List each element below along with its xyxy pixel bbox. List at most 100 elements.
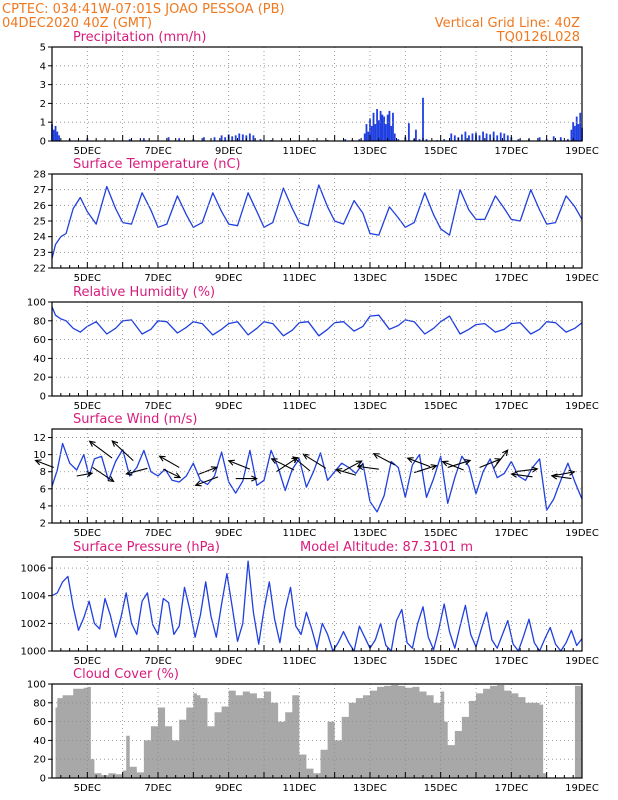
x-tick-label: 19DEC <box>565 528 599 539</box>
wind-vector <box>76 471 94 478</box>
wind-title: Surface Wind (m/s) <box>73 412 197 427</box>
y-tick-label: 40 <box>33 736 46 747</box>
panel-temperature: Surface Temperature (nC) 22 23 24 25 26 27 28 5D… <box>33 157 599 284</box>
precip-bar <box>58 135 60 141</box>
x-tick-label: 5DEC <box>74 146 101 157</box>
precip-bar <box>358 139 361 141</box>
precip-bar <box>142 138 145 141</box>
precip-bar <box>538 137 541 141</box>
precip-bar <box>224 137 227 141</box>
y-tick-label: 3 <box>40 80 46 91</box>
pressure-line <box>51 560 583 652</box>
precip-bar <box>128 139 131 141</box>
precip-bar <box>392 112 394 141</box>
x-tick-label: 13DEC <box>353 528 387 539</box>
precip-bar <box>566 139 569 141</box>
precip-bar <box>377 120 380 141</box>
precip-bar <box>485 133 488 141</box>
x-tick-label: 5DEC <box>74 656 101 667</box>
wind-vector <box>406 457 431 468</box>
header-model: TQ0126L028 <box>496 30 580 45</box>
x-tick-label: 7DEC <box>144 528 171 539</box>
y-tick-label: 1002 <box>21 619 46 630</box>
precip-bar <box>234 135 237 141</box>
precip-bar <box>56 131 59 141</box>
precip-bar <box>478 135 481 141</box>
precip-bar <box>383 116 386 141</box>
precip-bar <box>422 97 424 141</box>
x-tick-label: 15DEC <box>424 528 458 539</box>
precip-bar <box>372 112 375 141</box>
x-tick-label: 11DEC <box>282 528 316 539</box>
precip-bar <box>220 135 223 141</box>
wind-vector <box>34 459 54 468</box>
x-tick-label: 7DEC <box>144 273 171 284</box>
x-tick-label: 11DEC <box>282 146 316 157</box>
y-tick-label: 100 <box>27 680 46 691</box>
precip-bar <box>443 139 446 141</box>
precip-bar <box>482 131 484 141</box>
y-tick-label: 1 <box>40 118 46 129</box>
y-tick-label: 5 <box>40 43 46 54</box>
precip-bar <box>390 125 393 141</box>
y-tick-label: 24 <box>33 232 46 243</box>
precip-bar <box>489 134 492 141</box>
wind-vector <box>158 455 180 468</box>
precip-bar <box>575 116 578 141</box>
x-tick-label: 17DEC <box>494 783 528 794</box>
precip-bar <box>460 134 463 141</box>
y-tick-label: 22 <box>33 264 46 275</box>
x-tick-label: 15DEC <box>424 783 458 794</box>
x-tick-label: 7DEC <box>144 783 171 794</box>
precip-bar <box>369 118 371 141</box>
y-tick-label: 20 <box>33 755 46 766</box>
wind-vector <box>163 468 182 479</box>
precip-bar <box>167 137 170 141</box>
precip-bar <box>468 135 470 141</box>
x-tick-label: 9DEC <box>215 401 242 412</box>
y-tick-label: 60 <box>33 717 46 728</box>
y-tick-label: 28 <box>33 170 46 181</box>
wind-vector <box>447 459 472 468</box>
wind-line <box>51 442 583 513</box>
x-tick-label: 17DEC <box>494 528 528 539</box>
precip-bar <box>407 123 410 141</box>
x-tick-label: 5DEC <box>74 783 101 794</box>
y-tick-label: 80 <box>33 316 46 327</box>
x-tick-label: 13DEC <box>353 656 387 667</box>
precipitation-title: Precipitation (mm/h) <box>73 30 206 45</box>
header-grid-line: Vertical Grid Line: 40Z <box>434 16 580 31</box>
y-tick-label: 4 <box>40 61 46 72</box>
precip-bar <box>464 131 467 141</box>
y-tick-label: 1004 <box>21 591 46 602</box>
precip-bar <box>453 135 456 141</box>
precip-bar <box>574 125 576 141</box>
precip-bar <box>499 132 502 141</box>
header-station: CPTEC: 034:41W-07:01S JOAO PESSOA (PB) <box>2 2 285 17</box>
x-tick-label: 19DEC <box>565 273 599 284</box>
precip-bar <box>517 139 520 141</box>
precip-bar <box>579 112 582 141</box>
x-tick-label: 17DEC <box>494 273 528 284</box>
header-date: 04DEC2020 40Z (GMT) <box>2 16 153 31</box>
precip-bar <box>203 137 205 141</box>
y-tick-label: 6 <box>40 484 46 495</box>
y-tick-label: 2 <box>40 519 46 530</box>
wind-vector <box>551 469 576 477</box>
precip-bar <box>52 129 55 141</box>
panel-wind: Surface Wind (m/s) 2 4 6 8 10 12 5DEC 7DEC 9DEC 11… <box>33 412 599 539</box>
y-tick-label: 20 <box>33 373 46 384</box>
precip-bar <box>471 133 474 141</box>
x-tick-label: 9DEC <box>215 528 242 539</box>
precip-bar <box>506 135 509 141</box>
x-tick-label: 9DEC <box>215 783 242 794</box>
y-tick-label: 0 <box>40 137 46 148</box>
cloud-cover-area <box>52 684 582 778</box>
x-tick-label: 7DEC <box>144 401 171 412</box>
temperature-line <box>51 184 583 259</box>
wind-vector <box>356 463 379 471</box>
precip-bar <box>344 139 347 141</box>
y-tick-label: 80 <box>33 698 46 709</box>
x-tick-label: 9DEC <box>215 656 242 667</box>
